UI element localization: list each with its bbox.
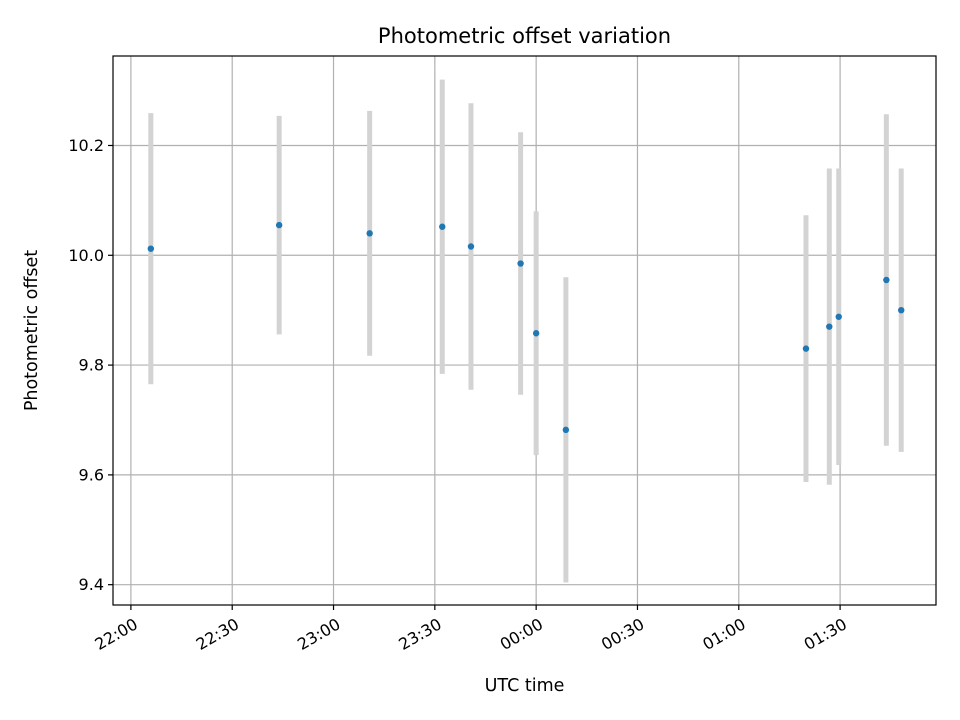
data-point <box>439 223 446 230</box>
data-point <box>366 230 373 237</box>
data-point <box>275 221 283 229</box>
data-point <box>826 323 833 330</box>
data-point <box>467 243 475 250</box>
data-point <box>532 330 540 337</box>
chart-title: Photometric offset variation <box>378 24 671 48</box>
x-axis-title: UTC time <box>485 676 565 696</box>
y-axis-ticks: 9.4 9.6 9.8 10.0 10.2 <box>68 136 113 594</box>
data-point <box>898 306 905 314</box>
plot-frame <box>112 55 937 606</box>
y-tick-label: 9.6 <box>79 465 104 484</box>
y-tick-label: 9.4 <box>79 575 104 594</box>
data-points <box>147 221 905 434</box>
y-tick-label: 10.2 <box>68 136 104 155</box>
data-point <box>883 276 890 284</box>
y-tick-label: 9.8 <box>79 356 104 375</box>
data-point <box>802 345 810 352</box>
data-point <box>835 313 842 320</box>
y-tick-label: 10.0 <box>68 246 104 265</box>
data-point <box>562 426 570 434</box>
data-point <box>147 245 155 252</box>
data-point <box>517 260 524 267</box>
y-axis-title: Photometric offset <box>22 250 42 411</box>
